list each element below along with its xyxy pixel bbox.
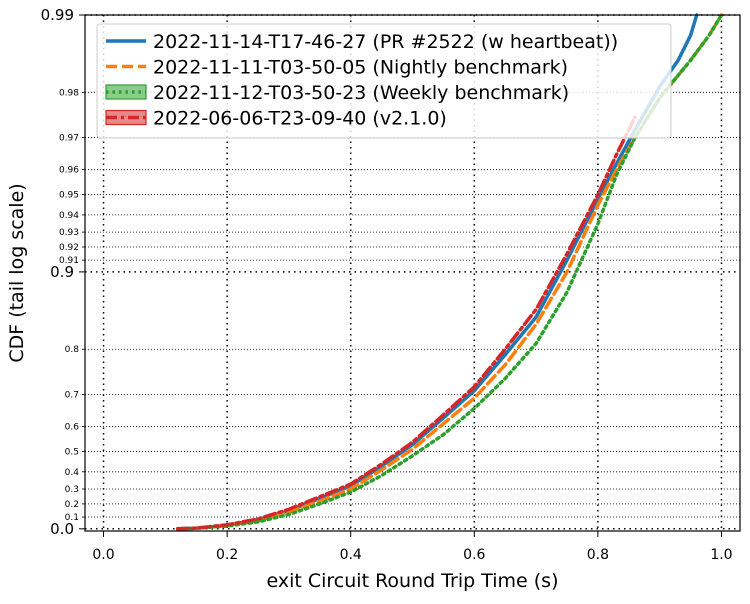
legend-item-2: 2022-11-11-T03-50-05 (Nightly benchmark) [106,57,568,79]
x-tick-label: 0.4 [340,547,362,563]
x-tick-label: 1.0 [710,547,732,563]
x-tick-label: 0.0 [92,547,114,563]
legend-label: 2022-06-06-T23-09-40 (v2.1.0) [153,108,447,130]
y-minor-tick-label: 0.1 [65,513,79,523]
y-minor-tick-label: 0.94 [59,211,79,221]
y-minor-tick-label: 0.7 [65,390,79,400]
y-minor-tick-label: 0.92 [59,243,79,253]
y-minor-tick-label: 0.5 [65,447,79,457]
y-major-tick-label: 0.9 [50,263,74,281]
x-axis-label: exit Circuit Round Trip Time (s) [267,570,559,592]
x-tick-label: 0.2 [216,547,238,563]
series-line-4 [175,115,637,531]
y-major-tick-label: 0.0 [50,520,74,538]
legend-item-3: 2022-11-12-T03-50-23 (Weekly benchmark) [105,82,569,104]
y-minor-tick-label: 0.6 [65,423,80,433]
tick-layer: 0.0 0.2 0.4 0.6 0.8 1.0 0.1 0.2 0.3 0.4 0.5 0.6 0.7 0… [41,6,733,563]
y-major-tick-label: 0.99 [41,6,74,24]
plot-frame [84,14,741,532]
y-minor-tick-label: 0.91 [59,256,79,266]
legend-item-4: 2022-06-06-T23-09-40 (v2.1.0) [105,108,447,130]
y-minor-tick-label: 0.98 [59,88,79,98]
legend: 2022-11-14-T17-46-27 (PR #2522 (w heartb… [96,23,672,139]
y-minor-tick-label: 0.2 [65,500,79,510]
grid-layer [85,14,740,531]
y-minor-tick-label: 0.8 [65,345,80,355]
y-minor-tick-label: 0.96 [59,166,79,176]
legend-box [96,23,672,139]
x-tick-label: 0.8 [587,547,609,563]
y-axis-label: CDF (tail log scale) [6,183,28,362]
y-minor-tick-label: 0.95 [59,191,79,201]
y-minor-tick-label: 0.3 [65,485,79,495]
legend-label: 2022-11-11-T03-50-05 (Nightly benchmark) [153,57,568,79]
y-minor-tick-label: 0.97 [59,134,79,144]
x-tick-label: 0.6 [463,547,485,563]
legend-label: 2022-11-12-T03-50-23 (Weekly benchmark) [153,82,569,104]
y-minor-tick-label: 0.4 [65,468,80,478]
legend-item-1: 2022-11-14-T17-46-27 (PR #2522 (w heartb… [106,31,618,53]
legend-label: 2022-11-14-T17-46-27 (PR #2522 (w heartb… [153,31,618,53]
y-minor-tick-label: 0.93 [59,228,79,238]
